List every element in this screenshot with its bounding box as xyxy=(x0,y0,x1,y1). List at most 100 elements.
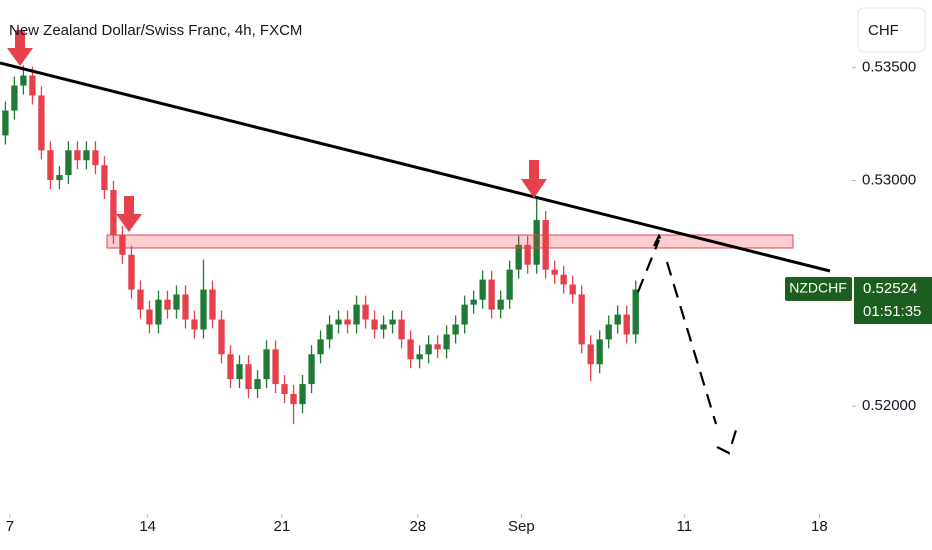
candle-body xyxy=(191,319,198,330)
candle-body xyxy=(614,314,621,325)
candle-body xyxy=(452,324,459,335)
candle-body xyxy=(407,339,414,360)
candles xyxy=(2,65,639,425)
symbol-label: NZDCHF xyxy=(789,280,847,296)
candle-body xyxy=(596,339,603,365)
candle-body xyxy=(281,384,288,395)
candle-body xyxy=(506,269,513,300)
candle-body xyxy=(398,319,405,340)
candle-body xyxy=(353,304,360,325)
candle-body xyxy=(362,304,369,320)
candle-body xyxy=(155,299,162,325)
candle-body xyxy=(110,190,117,235)
candle-body xyxy=(182,294,189,320)
chart-title: New Zealand Dollar/Swiss Franc, 4h, FXCM xyxy=(9,22,302,39)
candle-body xyxy=(434,344,441,350)
candle-body xyxy=(101,165,108,191)
y-tick-label: 0.53500 xyxy=(862,59,916,76)
candle-body xyxy=(263,349,270,380)
candle-body xyxy=(47,150,54,181)
candle-body xyxy=(29,75,36,96)
candle-body xyxy=(146,309,153,325)
candle-body xyxy=(335,319,342,325)
last-price: 0.52524 xyxy=(863,280,917,297)
candle-body xyxy=(290,394,297,405)
candle-body xyxy=(2,110,9,136)
candle-body xyxy=(65,150,72,176)
drawings xyxy=(0,30,831,455)
candle-body xyxy=(218,319,225,355)
candle-body xyxy=(227,354,234,380)
candle-body xyxy=(164,299,171,310)
y-tick-label: 0.53000 xyxy=(862,171,916,188)
candle-body xyxy=(20,75,27,86)
candle-body xyxy=(173,294,180,310)
candle-body xyxy=(371,319,378,330)
candle-body xyxy=(632,289,639,335)
arrow-marker xyxy=(521,160,547,198)
candle-body xyxy=(11,85,18,111)
candle-body xyxy=(542,220,549,270)
candle-body xyxy=(623,314,630,335)
arrow-marker xyxy=(7,30,33,66)
candle-body xyxy=(254,379,261,390)
candle-body xyxy=(443,334,450,350)
candle-body xyxy=(497,299,504,310)
candle-body xyxy=(416,354,423,360)
candle-body xyxy=(92,150,99,166)
candle-body xyxy=(578,294,585,345)
candle-body xyxy=(479,279,486,300)
candle-body xyxy=(389,319,396,325)
candle-body xyxy=(533,220,540,265)
candle-body xyxy=(605,324,612,340)
symbol-badge xyxy=(785,277,852,301)
candle-body xyxy=(569,284,576,295)
candle-body xyxy=(137,289,144,310)
x-tick-label: 21 xyxy=(273,518,290,535)
y-axis: 0.52000 0.53000 0.53500 xyxy=(852,59,916,414)
x-tick-label: Sep xyxy=(508,518,535,535)
candle-body xyxy=(425,344,432,355)
x-tick-label: 11 xyxy=(677,518,693,535)
resistance-zone xyxy=(106,234,794,249)
y-tick-label: 0.52000 xyxy=(862,397,916,414)
candle-body xyxy=(209,289,216,320)
candle-body xyxy=(551,269,558,275)
candle-body xyxy=(299,384,306,405)
x-tick-label: 28 xyxy=(409,518,426,535)
candle-body xyxy=(38,95,45,151)
candle-body xyxy=(488,279,495,310)
candle-body xyxy=(326,324,333,340)
candle-body xyxy=(128,254,135,290)
candle-body xyxy=(524,244,531,265)
candle-body xyxy=(272,349,279,385)
candle-body xyxy=(344,319,351,325)
price-badge xyxy=(854,277,932,324)
candle-body xyxy=(119,234,126,255)
x-tick-label: 7 xyxy=(6,518,14,535)
candle-body xyxy=(317,339,324,355)
candle-body xyxy=(308,354,315,385)
x-axis: 7 14 21 28 Sep 11 18 xyxy=(6,514,828,535)
trend-line xyxy=(0,61,831,273)
countdown: 01:51:35 xyxy=(863,303,921,320)
x-tick-label: 14 xyxy=(139,518,156,535)
candle-body xyxy=(236,364,243,380)
candle-body xyxy=(83,150,90,161)
candle-body xyxy=(470,299,477,305)
candle-body xyxy=(200,289,207,330)
candle-body xyxy=(74,150,81,161)
candle-body xyxy=(245,364,252,390)
candle-body xyxy=(56,175,63,181)
currency-label[interactable]: CHF xyxy=(868,22,899,39)
candle-body xyxy=(380,324,387,330)
candle-body xyxy=(587,344,594,365)
candle-body xyxy=(461,304,468,325)
projection-path xyxy=(636,233,738,455)
candle-body xyxy=(560,274,567,285)
arrow-marker xyxy=(116,196,142,232)
currency-button[interactable] xyxy=(857,7,926,53)
candle-body xyxy=(515,244,522,270)
x-tick-label: 18 xyxy=(811,518,828,535)
